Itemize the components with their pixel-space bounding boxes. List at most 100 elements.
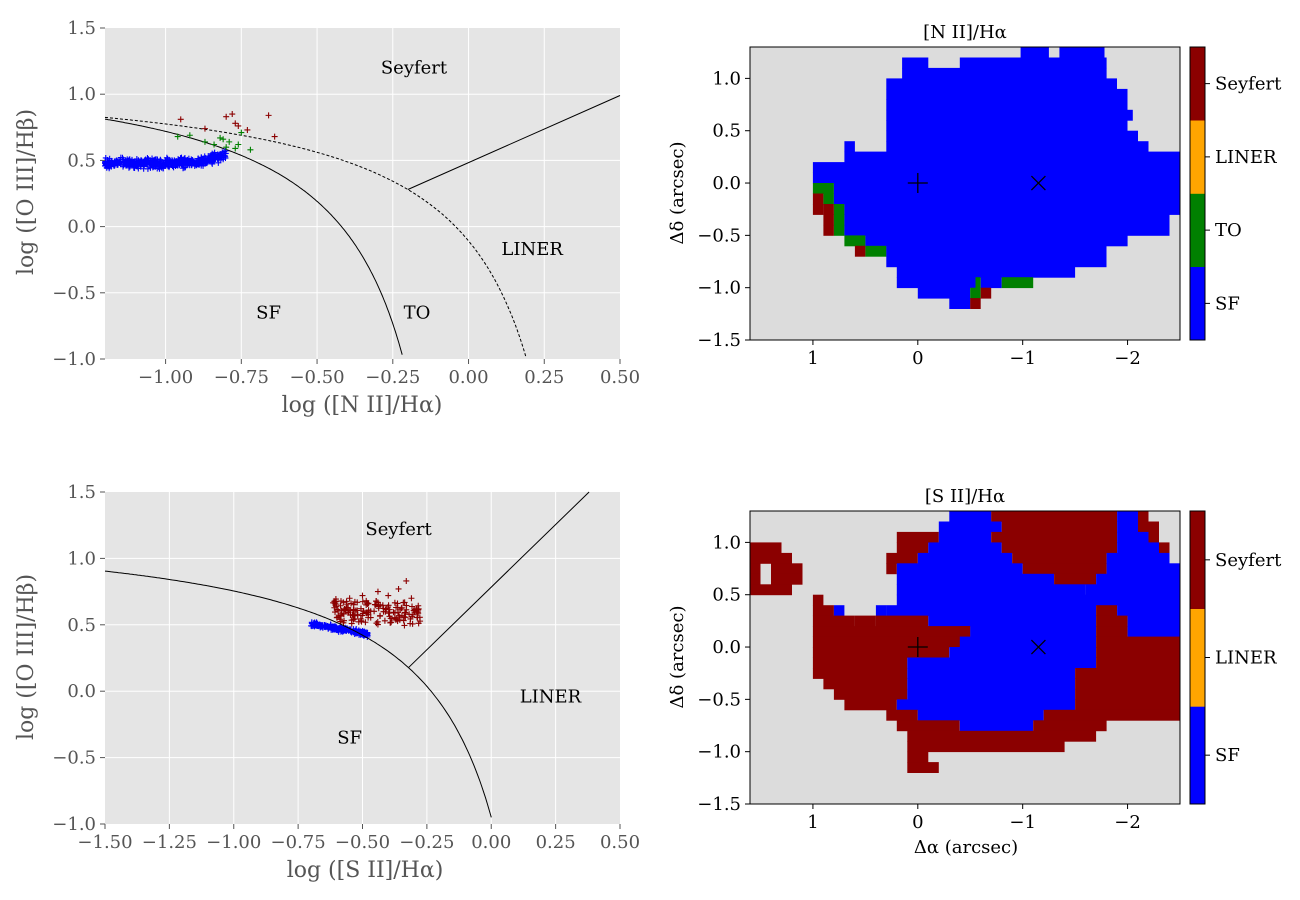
sii_map-cell-sf bbox=[1127, 626, 1180, 637]
sii_map-colorbar-frame bbox=[1189, 510, 1206, 805]
sii_map-cell-seyfert bbox=[1001, 521, 1118, 533]
nii_map-y-tick-label: −1.0 bbox=[697, 278, 741, 299]
sii_map-cell-seyfert bbox=[854, 615, 876, 627]
nii-point-marker bbox=[106, 155, 113, 162]
sii-region-label: Seyfert bbox=[365, 519, 432, 540]
nii-point-marker bbox=[220, 136, 227, 143]
nii_map-cell-sf bbox=[959, 57, 1107, 69]
nii-point-marker bbox=[205, 157, 212, 164]
sii-point-marker bbox=[393, 604, 400, 611]
nii_map-cell-sf bbox=[844, 224, 1170, 236]
sii_map-colorbar-segment-sf bbox=[1190, 706, 1205, 805]
nii-point-marker bbox=[191, 162, 198, 169]
sii-point-marker bbox=[385, 592, 392, 599]
nii_map-cell-sf bbox=[844, 151, 1180, 163]
nii-scatter-points bbox=[102, 111, 278, 172]
nii_map-cell-seyfert bbox=[854, 245, 866, 257]
nii_map-cell-to bbox=[975, 277, 981, 289]
sii-x-axis-label: log ([S II]/Hα) bbox=[287, 858, 444, 883]
nii-point-marker bbox=[226, 138, 233, 145]
sii_map-cell-sf bbox=[1117, 605, 1180, 617]
sii-region-labels: Seyfert LINER SF bbox=[337, 519, 581, 748]
sii-point-marker bbox=[332, 623, 339, 630]
sii-point-marker bbox=[359, 612, 366, 619]
sii_map-colorbar-label: Seyfert bbox=[1215, 550, 1282, 571]
nii-gridlines bbox=[105, 28, 620, 359]
sii-gridlines bbox=[105, 492, 620, 824]
sii-x-tick-label: 0.50 bbox=[600, 832, 640, 853]
sii-map-colorbar: SF LINER Seyfert bbox=[1189, 510, 1282, 805]
nii-point-marker bbox=[247, 146, 254, 153]
nii-point-marker bbox=[198, 157, 205, 164]
nii_map-x-tick-label: −2 bbox=[1114, 348, 1141, 369]
sii_map-cell-seyfert bbox=[750, 563, 761, 575]
sii_map-cell-seyfert bbox=[1001, 542, 1118, 554]
sii-point-marker bbox=[338, 598, 345, 605]
sii_map-cell-sf bbox=[896, 594, 1180, 606]
nii-y-tick-label: 1.0 bbox=[67, 84, 96, 105]
nii_map-cell-to bbox=[833, 204, 845, 215]
sii-demarcation-curves bbox=[104, 491, 590, 818]
nii_map-cell-seyfert bbox=[823, 204, 834, 215]
sii-point-marker bbox=[391, 609, 398, 616]
nii-demarcation-curves bbox=[104, 95, 621, 358]
sii-demarcation-line bbox=[408, 491, 590, 668]
nii_map-cell-sf bbox=[886, 130, 1138, 142]
sii-scatter-points bbox=[308, 577, 424, 640]
nii_map-y-tick-label: 0.0 bbox=[712, 173, 741, 194]
sii_map-cell-seyfert bbox=[886, 563, 897, 575]
sii_map-cell-seyfert bbox=[812, 657, 908, 669]
sii-point-marker bbox=[337, 628, 344, 635]
nii-region-label: TO bbox=[404, 303, 431, 324]
sii_map-cell-seyfert bbox=[1096, 605, 1118, 617]
sii-point-marker bbox=[359, 592, 366, 599]
sii_map-cell-seyfert bbox=[1075, 699, 1180, 711]
sii-y-tick-label: −0.5 bbox=[52, 748, 96, 769]
nii_map-colorbar-segment-liner bbox=[1190, 120, 1205, 194]
nii_map-cell-to bbox=[833, 224, 845, 236]
nii-x-tick-label: −0.50 bbox=[289, 367, 344, 388]
sii-point-marker bbox=[397, 606, 404, 613]
nii-point-marker bbox=[141, 161, 148, 168]
nii-point-marker bbox=[156, 163, 163, 170]
sii-point-marker bbox=[335, 607, 342, 614]
nii_map-cell-sf bbox=[886, 141, 1149, 153]
sii-y-tick-label: 0.5 bbox=[67, 615, 96, 636]
sii_map-cell-seyfert bbox=[1075, 678, 1180, 690]
sii-point-marker bbox=[401, 609, 408, 616]
sii_map-colorbar-segment-seyfert bbox=[1190, 511, 1205, 609]
nii_map-colorbar-segment-seyfert bbox=[1190, 47, 1205, 121]
sii-map-frame bbox=[749, 510, 1181, 805]
nii_map-colorbar-label: SF bbox=[1215, 293, 1240, 314]
sii-point-marker bbox=[403, 602, 410, 609]
sii-point-marker bbox=[332, 609, 339, 616]
sii-point-marker bbox=[325, 623, 332, 630]
nii-point-marker bbox=[195, 160, 202, 167]
nii-map-y-axis-label: Δδ (arcsec) bbox=[667, 142, 688, 245]
nii-point-marker bbox=[120, 163, 127, 170]
sii-point-marker bbox=[409, 620, 416, 627]
sii-point-marker bbox=[348, 617, 355, 624]
sii_map-cell-sf bbox=[1085, 584, 1180, 596]
nii_map-cell-seyfert bbox=[823, 224, 834, 236]
sii-point-marker bbox=[403, 577, 410, 584]
sii-point-marker bbox=[388, 619, 395, 626]
nii_map-cell-sf bbox=[917, 287, 971, 299]
sii_map-x-tick-label: −1 bbox=[1009, 812, 1036, 833]
sii_map-cell-seyfert bbox=[1096, 636, 1180, 648]
sii_map-cell-sf bbox=[970, 626, 1097, 637]
nii_map-cell-sf bbox=[812, 162, 1180, 173]
sii-point-marker bbox=[350, 601, 357, 608]
sii_map-cell-sf bbox=[938, 521, 1002, 533]
nii_map-y-tick-label: −1.5 bbox=[697, 330, 741, 351]
sii_map-cell-seyfert bbox=[812, 668, 908, 679]
sii_map-cell-seyfert bbox=[844, 699, 897, 711]
nii_map-cell-to bbox=[1001, 277, 1034, 289]
sii_map-cell-seyfert bbox=[812, 594, 824, 606]
sii-point-marker bbox=[313, 620, 320, 627]
nii-point-marker bbox=[232, 120, 239, 127]
sii-demarcation-line bbox=[104, 570, 492, 818]
nii_map-cell-seyfert bbox=[980, 287, 992, 299]
sii_map-cell-seyfert bbox=[823, 678, 908, 690]
